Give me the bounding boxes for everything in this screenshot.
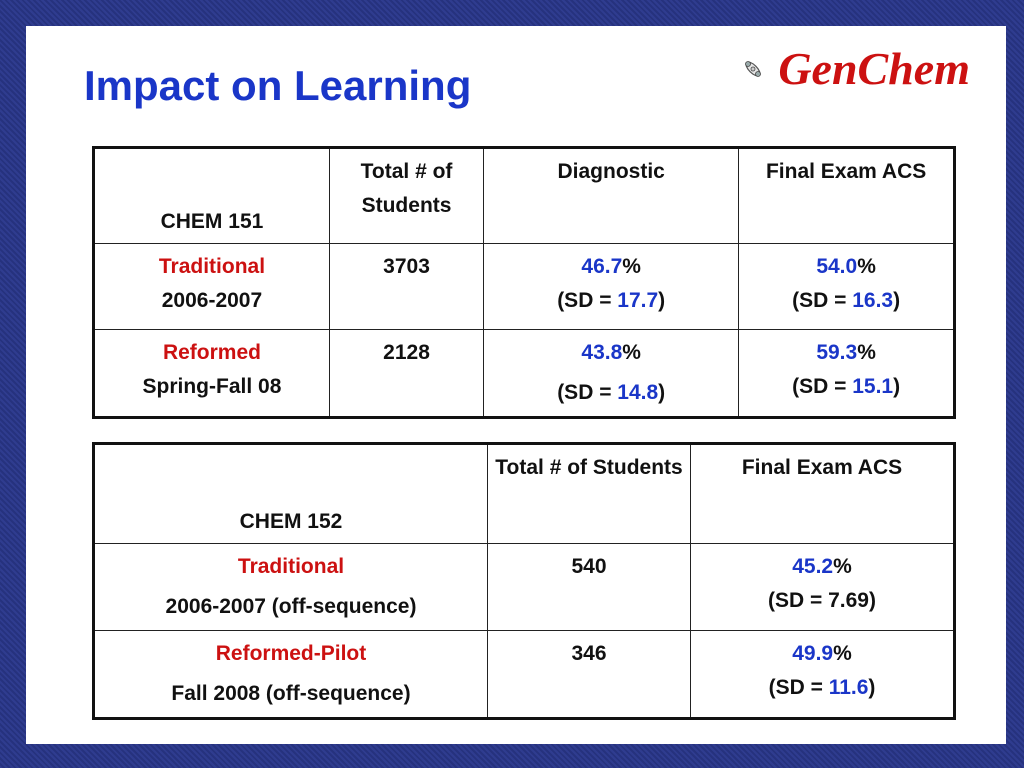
stat-cell: 46.7% (SD = 17.7)	[483, 243, 740, 330]
group-period: 2006-2007	[161, 289, 263, 312]
group-period: Fall 2008 (off-sequence)	[171, 682, 411, 705]
percent-sign: %	[622, 255, 641, 278]
sd-prefix: (SD =	[557, 381, 618, 404]
course-label: CHEM 152	[239, 510, 343, 533]
slide-title: Impact on Learning	[84, 62, 472, 109]
percent-sign: %	[857, 255, 876, 278]
stat-value: 45.2	[792, 555, 834, 578]
group-cell: Reformed-Pilot Fall 2008 (off-sequence)	[93, 630, 488, 719]
table-row: Reformed Spring-Fall 08 2128 43.8% (SD =…	[93, 329, 955, 418]
stat-value: 54.0	[816, 255, 858, 278]
group-period: 2006-2007 (off-sequence)	[165, 595, 417, 618]
group-cell: Traditional 2006-2007	[93, 243, 330, 330]
header-cell: Total # of Students	[487, 443, 691, 544]
sd-prefix: (SD =	[768, 676, 829, 699]
sd-suffix: )	[658, 381, 666, 404]
group-cell: Reformed Spring-Fall 08	[93, 329, 330, 418]
header-cell: Total # of Students	[328, 147, 485, 244]
table-row: Reformed-Pilot Fall 2008 (off-sequence) …	[93, 630, 955, 719]
course-cell: CHEM 152	[93, 443, 488, 544]
sd-suffix: )	[658, 289, 666, 312]
stat-value: 43.8	[581, 341, 623, 364]
percent-sign: %	[833, 555, 852, 578]
group-name: Traditional	[158, 255, 266, 278]
group-name: Traditional	[237, 555, 345, 578]
slide: Impact on Learning GenChem CHEM 151 Tota…	[26, 26, 1006, 744]
percent-sign: %	[622, 341, 641, 364]
table-row: Traditional 2006-2007 3703 46.7% (SD = 1…	[93, 243, 955, 330]
sd-value: 15.1	[852, 375, 894, 398]
group-period: Spring-Fall 08	[142, 375, 282, 398]
header-cell: Diagnostic	[483, 147, 740, 244]
chem151-table: CHEM 151 Total # of Students Diagnostic …	[92, 146, 956, 419]
stat-cell: 59.3% (SD = 15.1)	[738, 329, 955, 418]
sd-value: 16.3	[852, 289, 894, 312]
stat-value: 46.7	[581, 255, 623, 278]
course-cell: CHEM 151	[93, 147, 330, 244]
sd-suffix: )	[868, 676, 876, 699]
students-cell: 540	[487, 543, 691, 631]
sd-suffix: )	[868, 589, 876, 612]
brand-name: GenChem	[778, 43, 970, 94]
header-cell: Final Exam ACS	[738, 147, 955, 244]
stat-cell: 49.9% (SD = 11.6)	[690, 630, 955, 719]
students-cell: 3703	[328, 243, 485, 330]
header-cell: Final Exam ACS	[690, 443, 955, 544]
sd-suffix: )	[893, 289, 901, 312]
group-name: Reformed-Pilot	[215, 642, 367, 665]
percent-sign: %	[857, 341, 876, 364]
molecule-icon	[745, 60, 762, 77]
percent-sign: %	[833, 642, 852, 665]
sd-value: 7.69	[828, 589, 869, 612]
sd-prefix: (SD =	[792, 375, 853, 398]
brand-logo: GenChem	[742, 42, 970, 95]
sd-value: 14.8	[617, 381, 659, 404]
table-header-row: CHEM 152 Total # of Students Final Exam …	[93, 443, 955, 544]
course-label: CHEM 151	[160, 210, 264, 233]
chem152-table: CHEM 152 Total # of Students Final Exam …	[92, 442, 956, 720]
table-row: Traditional 2006-2007 (off-sequence) 540…	[93, 543, 955, 631]
sd-suffix: )	[893, 375, 901, 398]
stat-value: 49.9	[792, 642, 834, 665]
students-cell: 346	[487, 630, 691, 719]
sd-value: 17.7	[617, 289, 659, 312]
stat-cell: 43.8% (SD = 14.8)	[483, 329, 740, 418]
sd-prefix: (SD =	[768, 589, 829, 612]
group-name: Reformed	[162, 341, 261, 364]
stat-value: 59.3	[816, 341, 858, 364]
students-cell: 2128	[328, 329, 485, 418]
sd-prefix: (SD =	[792, 289, 853, 312]
group-cell: Traditional 2006-2007 (off-sequence)	[93, 543, 488, 631]
stat-cell: 54.0% (SD = 16.3)	[738, 243, 955, 330]
sd-prefix: (SD =	[557, 289, 618, 312]
stat-cell: 45.2% (SD = 7.69)	[690, 543, 955, 631]
sd-value: 11.6	[828, 676, 869, 699]
table-header-row: CHEM 151 Total # of Students Diagnostic …	[93, 147, 955, 244]
